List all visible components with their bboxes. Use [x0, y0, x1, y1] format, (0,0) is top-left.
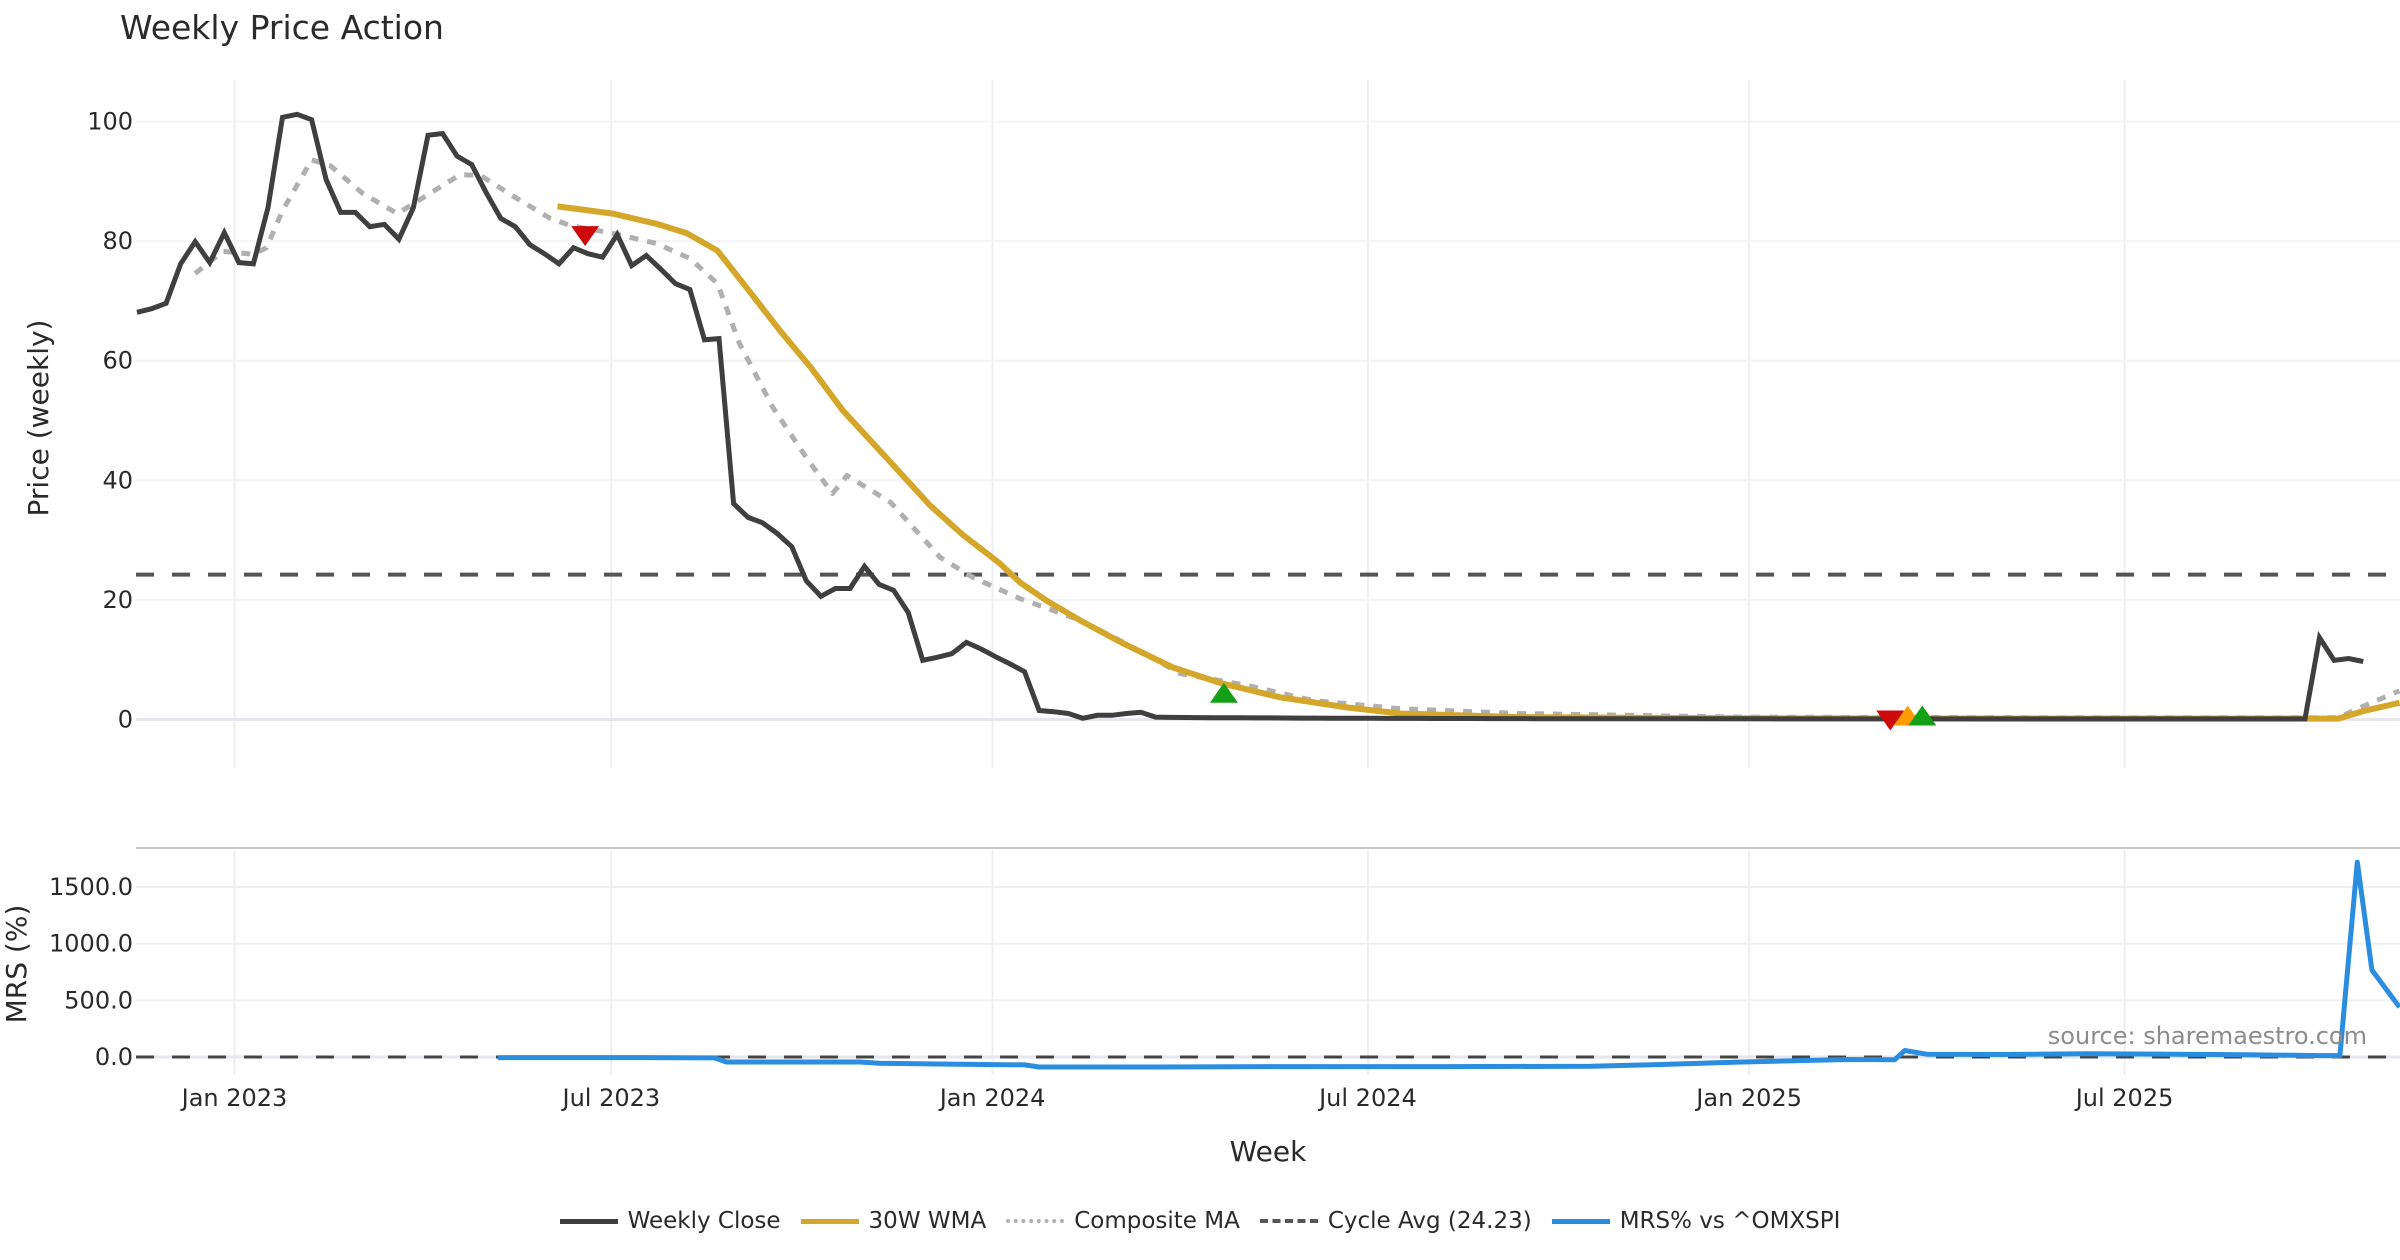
- mrs-line: [497, 859, 2400, 1070]
- x-tick-label: Jan 2023: [180, 1084, 288, 1112]
- mrs-series: [136, 859, 2400, 1070]
- buy-signal-marker: [1209, 682, 1238, 703]
- weekly-close-line: [136, 111, 2364, 722]
- legend-item-30w-wma[interactable]: 30W WMA: [800, 1208, 987, 1234]
- legend-label: Cycle Avg (24.23): [1327, 1208, 1532, 1234]
- composite-ma-line: [193, 157, 2400, 721]
- legend-swatch-mrs: [1551, 1218, 1610, 1224]
- price-y-tick-label: 40: [102, 466, 133, 494]
- mrs-y-ticks: 0.0 500.0 1000.0 1500.0: [49, 873, 133, 1071]
- sell-signal-marker: [571, 226, 600, 247]
- x-tick-label: Jul 2024: [1317, 1084, 1417, 1112]
- price-y-tick-label: 20: [102, 586, 133, 614]
- x-tick-label: Jul 2025: [2074, 1084, 2174, 1112]
- mrs-y-tick-label: 1500.0: [49, 873, 133, 901]
- legend-label: Weekly Close: [627, 1208, 781, 1234]
- legend-swatch-30w-wma: [800, 1218, 859, 1224]
- legend-label: 30W WMA: [868, 1208, 987, 1234]
- mrs-y-tick-label: 1000.0: [49, 930, 133, 958]
- price-y-tick-label: 60: [102, 347, 133, 375]
- legend-label: Composite MA: [1074, 1208, 1240, 1234]
- mrs-y-axis-label: MRS (%): [0, 905, 33, 1024]
- x-tick-label: Jan 2025: [1694, 1084, 1802, 1112]
- sell-signal-marker: [1876, 710, 1905, 731]
- price-series: [136, 111, 2400, 722]
- wma-30w-line: [557, 203, 2400, 722]
- legend-swatch-weekly-close: [559, 1218, 618, 1224]
- legend-label: MRS% vs ^OMXSPI: [1619, 1208, 1841, 1234]
- price-y-tick-label: 80: [102, 227, 133, 255]
- x-tick-label: Jan 2024: [938, 1084, 1046, 1112]
- legend-item-weekly-close[interactable]: Weekly Close: [559, 1208, 781, 1234]
- price-y-ticks: 0 20 40 60 80 100: [87, 108, 133, 734]
- price-y-axis-label: Price (weekly): [22, 320, 55, 517]
- mrs-y-tick-label: 500.0: [64, 986, 133, 1014]
- signal-markers: [571, 226, 1937, 731]
- legend-item-mrs[interactable]: MRS% vs ^OMXSPI: [1551, 1208, 1841, 1234]
- buy-signal-marker: [1908, 705, 1937, 726]
- mrs-y-tick-label: 0.0: [95, 1043, 133, 1071]
- price-y-tick-label: 0: [118, 706, 133, 734]
- price-y-tick-label: 100: [87, 108, 133, 136]
- x-axis-label: Week: [1230, 1135, 1307, 1168]
- price-gridlines: [136, 80, 2400, 768]
- legend-swatch-composite-ma: [1006, 1219, 1065, 1223]
- legend-swatch-cycle-avg: [1259, 1219, 1318, 1223]
- legend: Weekly Close 30W WMA Composite MA Cycle …: [0, 1208, 2400, 1234]
- x-tick-label: Jul 2023: [560, 1084, 660, 1112]
- source-label: source: sharemaestro.com: [2048, 1022, 2367, 1050]
- legend-item-composite-ma[interactable]: Composite MA: [1006, 1208, 1240, 1234]
- legend-item-cycle-avg[interactable]: Cycle Avg (24.23): [1259, 1208, 1532, 1234]
- chart-title: Weekly Price Action: [120, 8, 444, 47]
- x-ticks: Jan 2023 Jul 2023 Jan 2024 Jul 2024 Jan 2025…: [180, 1084, 2174, 1112]
